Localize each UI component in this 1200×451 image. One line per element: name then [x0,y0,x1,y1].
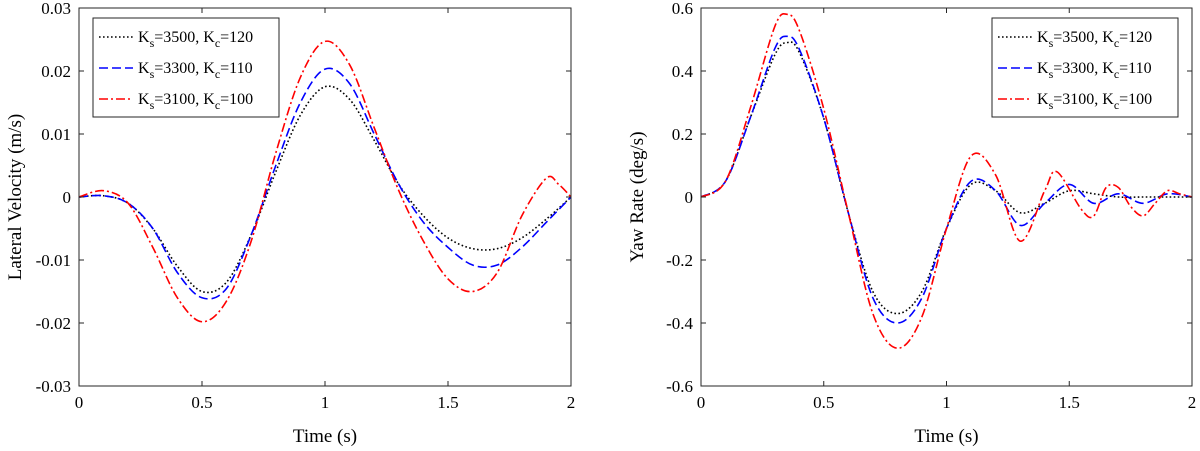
legend-entry-1: Ks=3500, Kc=120 [1037,29,1152,50]
y-tick-label: 0.01 [41,125,71,144]
x-axis-label: Time (s) [293,426,357,447]
x-tick-label: 0 [75,393,84,412]
y-tick-label: -0.6 [666,377,693,396]
series-line-1 [701,41,1192,315]
legend: Ks=3500, Kc=120 Ks=3300, Kc=110 Ks=3100, K… [92,17,280,118]
legend-entry-2: Ks=3300, Kc=110 [1037,60,1152,81]
series-line-2 [701,35,1192,324]
y-tick-label: -0.4 [666,314,693,333]
legend-box [92,17,280,118]
x-tick-label: 2 [567,393,576,412]
legend-entry-1: Ks=3500, Kc=120 [138,29,253,50]
series-line-3 [79,40,571,323]
y-tick-label: 0.6 [672,0,693,18]
y-tick-label: 0.03 [41,0,71,18]
chart-lateral-velocity: 0 0.5 1 1.5 2 -0.03 -0.02 -0.01 0 0.01 0.02 0.03 Tim… [5,0,575,447]
y-tick-label: 0 [685,188,694,207]
x-tick-label: 0.5 [191,393,212,412]
legend-entry-2: Ks=3300, Kc=110 [138,60,253,81]
legend-entry-3: Ks=3100, Kc=100 [1037,91,1152,112]
y-tick-label: 0 [63,188,72,207]
chart-yaw-rate: 0 0.5 1 1.5 2 -0.6 -0.4 -0.2 0 0.2 0.4 0.6 Time (s) Y… [627,0,1196,447]
series-line-2 [79,67,571,300]
x-tick-label: 1 [942,393,951,412]
legend-entry-3: Ks=3100, Kc=100 [138,91,253,112]
y-tick-label: 0.4 [672,62,694,81]
y-tick-label: -0.2 [666,251,693,270]
y-axis-label: Yaw Rate (deg/s) [627,131,648,262]
y-tick-label: -0.02 [36,314,71,333]
x-tick-label: 0 [697,393,706,412]
x-tick-label: 1.5 [1059,393,1080,412]
x-axis-label: Time (s) [914,426,978,447]
y-tick-label: -0.01 [36,251,71,270]
y-axis-label: Lateral Velocity (m/s) [5,114,26,280]
x-tick-label: 2 [1188,393,1197,412]
series-line-3 [701,13,1192,349]
x-tick-label: 1 [321,393,330,412]
legend: Ks=3500, Kc=120 Ks=3300, Kc=110 Ks=3100, K… [991,17,1179,118]
legend-box [991,17,1179,118]
x-tick-label: 0.5 [813,393,834,412]
series-line-1 [79,85,571,294]
y-tick-label: 0.2 [672,125,693,144]
x-tick-label: 1.5 [437,393,458,412]
y-tick-label: 0.02 [41,62,71,81]
y-tick-label: -0.03 [36,377,71,396]
